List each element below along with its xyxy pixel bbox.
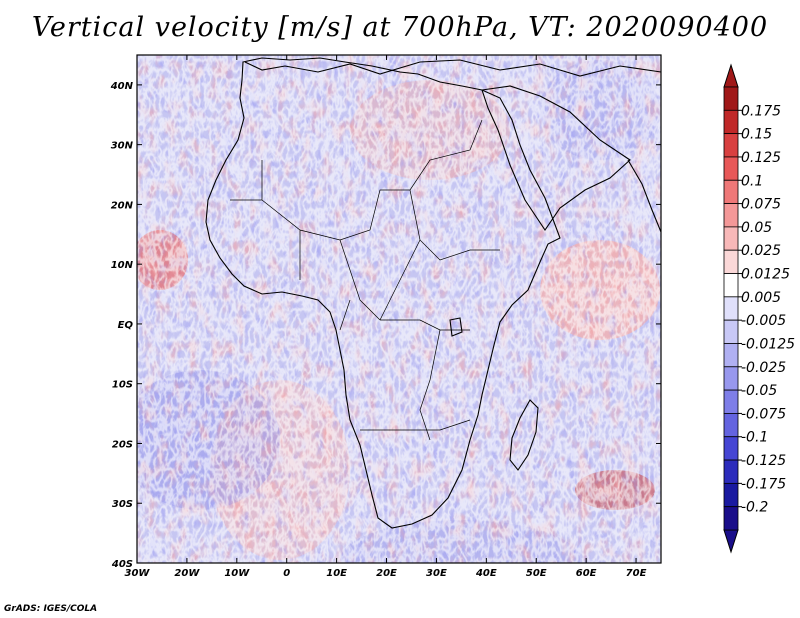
map-title: Vertical velocity [m/s] at 700hPa, VT: 2… (31, 12, 769, 43)
lon-tick-label: 20W (174, 568, 200, 579)
lat-tick-label: 30S (112, 499, 133, 510)
africa-coastline (205, 57, 561, 529)
country-borders (230, 119, 500, 441)
lon-tick-label: 30W (125, 568, 151, 579)
colorbar-box (723, 459, 739, 484)
colorbar-label: 0.0125 (741, 267, 790, 283)
lat-tick-label: 10S (112, 380, 133, 391)
lat-tick-label: EQ (118, 320, 134, 331)
lake-victoria (449, 317, 463, 337)
velocity-field (137, 55, 661, 563)
colorbar-label: 0.175 (741, 103, 781, 119)
colorbar-bottom-arrow (723, 529, 739, 554)
colorbar-box (723, 506, 739, 531)
colorbar-box (723, 296, 739, 321)
lat-tick-label: 20S (112, 439, 133, 450)
colorbar-box (723, 389, 739, 414)
arabia-coastline (481, 85, 631, 231)
lon-tick-label: 0 (283, 568, 290, 579)
colorbar-top-arrow (723, 63, 739, 88)
colorbar-box (723, 179, 739, 204)
lon-tick-label: 10E (326, 568, 347, 579)
colorbar-label: -0.1 (741, 430, 768, 446)
longitude-axis: 30W 20W 10W 0 10E 20E 30E 40E 50E 60E 70E (125, 55, 647, 579)
colorbar-label: -0.2 (741, 500, 768, 516)
colorbar-label: 0.005 (741, 290, 781, 306)
colorbar-label: 0.15 (741, 127, 772, 143)
europe-coastline (244, 59, 661, 77)
colorbar-label: 0.075 (741, 197, 781, 213)
colorbar-label: 0.1 (741, 173, 763, 189)
plot-frame (136, 54, 662, 564)
lat-tick-label: 30N (111, 141, 134, 152)
colorbar-box (723, 133, 739, 158)
lon-tick-label: 20E (376, 568, 397, 579)
lat-tick-label: 40S (111, 559, 133, 570)
colorbar-box (723, 203, 739, 228)
colorbar-label: 0.125 (741, 150, 781, 166)
colorbar-box (723, 436, 739, 461)
madagascar-coastline (509, 399, 539, 471)
colorbar-box (723, 343, 739, 368)
colorbar-label: -0.05 (741, 383, 777, 399)
colorbar-label: 0.05 (741, 220, 772, 236)
lon-tick-label: 50E (526, 568, 547, 579)
colorbar-label: -0.175 (741, 476, 786, 492)
colorbar-box (723, 366, 739, 391)
lon-tick-label: 30E (426, 568, 447, 579)
colorbar-label: -0.125 (741, 453, 786, 469)
latitude-axis: 40N 30N 20N 10N EQ 10S 20S 30S 40S (110, 81, 661, 570)
grads-credit: GrADS: IGES/COLA (4, 604, 98, 614)
india-coastline (627, 159, 661, 233)
colorbar-box (723, 319, 739, 344)
lon-tick-label: 70E (626, 568, 647, 579)
colorbar-label: -0.005 (741, 313, 786, 329)
colorbar-box (723, 249, 739, 274)
colorbar-box (723, 156, 739, 181)
colorbar-label: -0.075 (741, 406, 786, 422)
coastlines (205, 57, 661, 529)
colorbar-label: -0.025 (741, 360, 786, 376)
lon-tick-label: 10W (224, 568, 250, 579)
colorbar-box (723, 273, 739, 298)
lat-tick-label: 20N (111, 200, 134, 211)
lat-tick-label: 40N (110, 81, 134, 92)
colorbar: 0.175 0.15 0.125 0.1 0.075 0.05 0.025 0.0125 0.0… (723, 63, 795, 554)
colorbar-box (723, 226, 739, 251)
lon-tick-label: 40E (475, 568, 497, 579)
lat-tick-label: 10N (111, 260, 134, 271)
colorbar-box (723, 86, 739, 111)
colorbar-label: -0.0125 (741, 336, 795, 352)
colorbar-box (723, 482, 739, 508)
colorbar-label: 0.025 (741, 243, 781, 259)
lon-tick-label: 60E (576, 568, 597, 579)
colorbar-box (723, 413, 739, 438)
colorbar-box (723, 109, 739, 135)
